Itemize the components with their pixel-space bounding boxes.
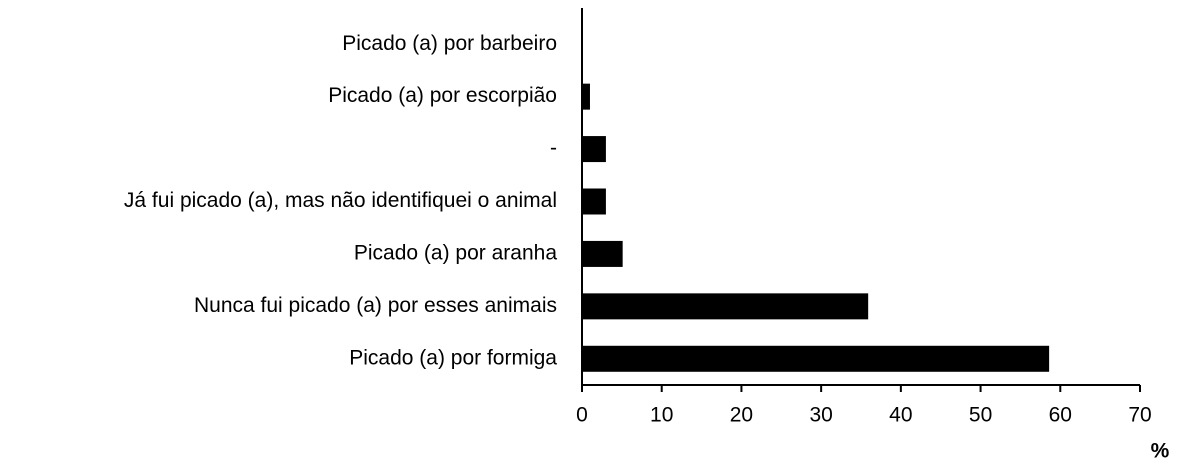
- bar: [582, 345, 1050, 372]
- bar: [582, 83, 590, 110]
- y-tick-label: Já fui picado (a), mas não identifiquei …: [124, 189, 557, 212]
- x-tick-label: 40: [889, 404, 912, 427]
- x-tick-label: 70: [1128, 404, 1151, 427]
- bar: [582, 136, 606, 163]
- x-tick-label: 60: [1049, 404, 1072, 427]
- bar: [582, 240, 623, 267]
- x-tick-label: 0: [576, 404, 588, 427]
- x-tick-label: 30: [809, 404, 832, 427]
- bar: [582, 293, 869, 320]
- x-tick-label: 50: [969, 404, 992, 427]
- x-tick-label: 20: [730, 404, 753, 427]
- y-tick-label: Nunca fui picado (a) por esses animais: [194, 294, 557, 317]
- y-tick-label: Picado (a) por aranha: [354, 241, 557, 264]
- y-tick-label: Picado (a) por barbeiro: [342, 32, 557, 55]
- x-tick-label: 10: [650, 404, 673, 427]
- x-axis-label: %: [1151, 440, 1170, 463]
- y-tick-label: -: [550, 137, 557, 160]
- y-tick-label: Picado (a) por formiga: [349, 346, 557, 369]
- bar: [582, 188, 606, 215]
- y-tick-label: Picado (a) por escorpião: [328, 84, 557, 107]
